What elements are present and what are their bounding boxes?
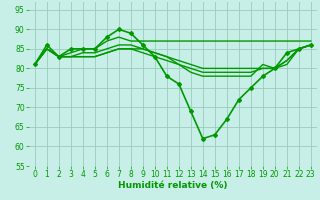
X-axis label: Humidité relative (%): Humidité relative (%) [118, 181, 228, 190]
